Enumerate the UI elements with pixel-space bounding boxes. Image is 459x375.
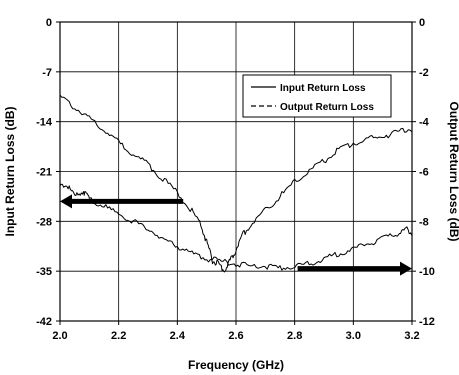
legend-box [242,74,392,118]
legend-label-output-return-loss: Output Return Loss [280,102,374,113]
left-y-tick-label: -35 [36,266,52,278]
legend: Input Return Loss Output Return Loss [242,74,392,118]
right-y-tick-label: -12 [419,316,435,328]
left-y-tick-label: -14 [36,117,53,129]
x-tick-label: 2.8 [287,330,302,342]
annotation-layer [60,194,412,276]
axis-layer: 2.0 2.2 2.4 2.6 2.8 3.0 3.2 0 -7 -14 -21 -28 -35 -42 0… [36,17,435,342]
x-tick-label: 3.0 [346,330,361,342]
right-y-axis-title: Output Return Loss (dB) [447,102,459,242]
right-y-tick-label: -2 [419,67,429,79]
right-y-tick-label: -10 [419,266,435,278]
x-axis-title: Frequency (GHz) [188,358,284,372]
left-y-tick-label: -28 [36,216,52,228]
annotation-arrow-head-left [60,194,72,209]
x-tick-label: 2.6 [228,330,243,342]
right-y-tick-label: 0 [419,17,425,29]
series-layer [59,94,413,273]
left-y-tick-label: 0 [46,17,52,29]
x-tick-label: 2.0 [52,330,67,342]
legend-label-input-return-loss: Input Return Loss [280,83,366,94]
series-line-output-return-loss [59,183,413,271]
left-y-axis-title: Input Return Loss (dB) [3,107,17,237]
right-y-tick-label: -4 [419,117,430,129]
x-tick-label: 2.4 [170,330,186,342]
left-y-tick-label: -21 [36,167,52,179]
x-tick-label: 2.2 [111,330,126,342]
left-y-tick-label: -7 [42,67,52,79]
annotation-arrow-head-right [400,261,412,276]
grid-layer [59,21,413,322]
x-tick-label: 3.2 [404,330,419,342]
series-line-input-return-loss [59,94,413,273]
left-y-tick-label: -42 [36,316,52,328]
right-y-tick-label: -6 [419,167,429,179]
right-y-tick-label: -8 [419,216,429,228]
